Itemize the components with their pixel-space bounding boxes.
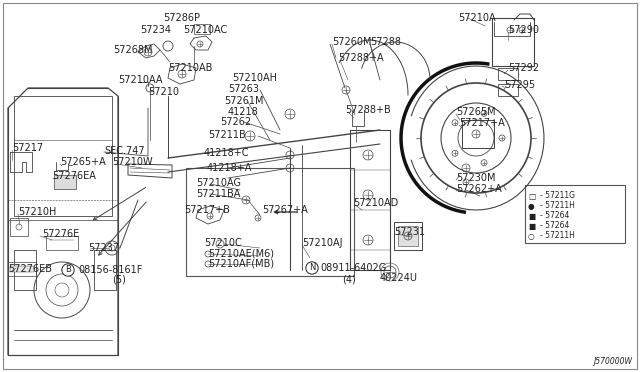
Text: 57260M: 57260M — [332, 37, 371, 47]
Text: - 57211H: - 57211H — [540, 202, 575, 211]
Text: 57210W: 57210W — [112, 157, 152, 167]
Text: SEC.747: SEC.747 — [104, 146, 145, 156]
Text: 57267+A: 57267+A — [262, 205, 308, 215]
Text: 57210AD: 57210AD — [353, 198, 398, 208]
Text: 57290: 57290 — [508, 25, 539, 35]
Text: 57265+A: 57265+A — [60, 157, 106, 167]
Text: 41218: 41218 — [228, 107, 259, 117]
Text: 57286P: 57286P — [163, 13, 200, 23]
Text: 57210AJ: 57210AJ — [302, 238, 342, 248]
Text: ○: ○ — [528, 231, 534, 241]
Bar — [8, 262, 36, 276]
Bar — [194, 24, 210, 34]
Text: 57276E: 57276E — [42, 229, 79, 239]
Text: 57230M: 57230M — [456, 173, 495, 183]
Text: 57237: 57237 — [88, 243, 119, 253]
Text: - 57211H: - 57211H — [540, 231, 575, 241]
Text: 57210AC: 57210AC — [183, 25, 227, 35]
Bar — [10, 218, 28, 236]
Text: 57210A: 57210A — [458, 13, 495, 23]
Text: 57210: 57210 — [148, 87, 179, 97]
Text: 40224U: 40224U — [380, 273, 418, 283]
Text: 57217+A: 57217+A — [459, 118, 505, 128]
Text: □: □ — [528, 192, 535, 201]
Text: N: N — [309, 263, 315, 273]
Text: 57210AF(MB): 57210AF(MB) — [208, 259, 274, 269]
Text: 57263: 57263 — [228, 84, 259, 94]
Text: 57295: 57295 — [504, 80, 535, 90]
Text: 57210H: 57210H — [18, 207, 56, 217]
Text: 57211B: 57211B — [208, 130, 246, 140]
Text: - 57211G: - 57211G — [540, 192, 575, 201]
Bar — [394, 222, 422, 250]
Text: (5): (5) — [112, 275, 126, 285]
Text: 57292: 57292 — [508, 63, 539, 73]
Text: 57276EA: 57276EA — [52, 171, 96, 181]
Text: 57288+A: 57288+A — [338, 53, 383, 63]
Text: 57288+B: 57288+B — [345, 105, 391, 115]
Text: ●: ● — [528, 202, 534, 211]
Bar — [498, 84, 518, 96]
Bar — [492, 18, 534, 66]
Text: 57217+B: 57217+B — [184, 205, 230, 215]
Text: 57210AH: 57210AH — [232, 73, 277, 83]
Text: 57265M: 57265M — [456, 107, 495, 117]
Text: 41218+A: 41218+A — [207, 163, 252, 173]
Text: 57268M: 57268M — [113, 45, 152, 55]
Bar — [14, 250, 36, 290]
Text: 57262+A: 57262+A — [456, 184, 502, 194]
Bar — [462, 120, 494, 148]
Bar — [498, 68, 518, 80]
Bar — [398, 226, 418, 246]
Bar — [10, 266, 34, 272]
Bar — [54, 175, 76, 189]
Text: 08911-6402G: 08911-6402G — [320, 263, 387, 273]
Bar — [186, 168, 354, 276]
Bar — [94, 250, 116, 290]
Text: 57210AG: 57210AG — [196, 178, 241, 188]
Bar — [525, 185, 625, 243]
Text: 57210AE(M6): 57210AE(M6) — [208, 249, 274, 259]
Text: 57262: 57262 — [220, 117, 251, 127]
Text: 57210AB: 57210AB — [168, 63, 212, 73]
Text: 57234: 57234 — [140, 25, 171, 35]
Bar — [14, 96, 112, 216]
Text: 57276EB: 57276EB — [8, 264, 52, 274]
Text: 41218+C: 41218+C — [204, 148, 250, 158]
Bar — [46, 236, 78, 250]
Text: 57288: 57288 — [370, 37, 401, 47]
Text: J570000W: J570000W — [593, 357, 632, 366]
Text: 57210AA: 57210AA — [118, 75, 163, 85]
Text: 08156-8161F: 08156-8161F — [78, 265, 142, 275]
Text: 57217: 57217 — [12, 143, 43, 153]
Text: - 57264: - 57264 — [540, 212, 570, 221]
Text: B: B — [65, 266, 71, 275]
Text: ■: ■ — [528, 212, 535, 221]
Text: (4): (4) — [342, 275, 356, 285]
Text: - 57264: - 57264 — [540, 221, 570, 231]
Text: 57261M: 57261M — [224, 96, 264, 106]
Text: 57211BA: 57211BA — [196, 189, 241, 199]
Text: 57231: 57231 — [394, 227, 425, 237]
Text: ■: ■ — [528, 221, 535, 231]
Text: 57210C: 57210C — [204, 238, 242, 248]
